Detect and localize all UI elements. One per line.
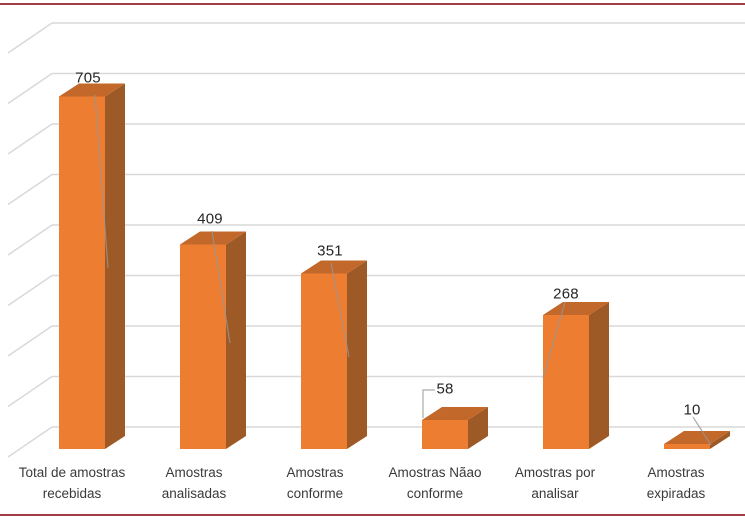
data-label-0: 705 <box>75 69 101 87</box>
category-label-1: Amostras analisadas <box>162 462 227 504</box>
bar-front-face <box>59 96 105 449</box>
bar-side-face <box>710 431 730 449</box>
data-label-5: 10 <box>683 401 701 419</box>
data-label-2: 351 <box>317 242 343 260</box>
bar-top-face <box>664 431 730 444</box>
bar-1 <box>180 231 246 449</box>
bar-side-face <box>105 83 125 449</box>
category-label-2: Amostras conforme <box>286 462 343 504</box>
gridline-diagonal <box>7 325 53 357</box>
category-label-line: Amostras por <box>514 465 596 480</box>
data-label-4: 268 <box>553 285 579 303</box>
category-label-line: conforme <box>406 486 464 501</box>
bar-0 <box>59 83 125 449</box>
top-rule <box>0 3 745 5</box>
category-label-line: Amostras <box>286 465 344 480</box>
bar-front-face <box>543 315 589 449</box>
bar-side-face <box>589 302 609 449</box>
gridline-diagonal <box>7 123 53 155</box>
category-label-line: Amostras <box>647 465 705 480</box>
category-label-3: Amostras Nãao conforme <box>388 462 481 504</box>
gridline-diagonal <box>7 375 53 408</box>
bar-3 <box>422 407 488 449</box>
category-label-line: conforme <box>286 486 344 501</box>
data-label-1: 409 <box>197 210 223 228</box>
bar-side-face <box>468 407 488 449</box>
bar-front-face <box>180 244 226 449</box>
bar-side-face <box>226 231 246 449</box>
category-label-line: Amostras <box>165 465 223 480</box>
bar-front-face <box>301 273 347 449</box>
data-label-leader-line <box>94 94 109 269</box>
gridline-diagonal <box>7 224 53 256</box>
category-label-line: recebidas <box>42 486 102 501</box>
data-label-leader-line <box>542 301 566 379</box>
gridline-diagonal <box>7 426 53 458</box>
bar-front-face <box>664 444 710 449</box>
category-label-5: Amostras expiradas <box>647 462 706 504</box>
bar-top-face <box>59 83 125 97</box>
category-label-4: Amostras por analisar <box>515 462 595 504</box>
gridlines <box>7 22 745 458</box>
category-label-line: expiradas <box>646 486 706 501</box>
gridline-diagonal <box>7 274 53 307</box>
data-label-3: 58 <box>436 380 454 398</box>
data-label-leader-line <box>422 389 435 418</box>
category-label-line: Total de amostras <box>18 465 126 480</box>
bar-2 <box>301 260 367 449</box>
data-label-leader-line <box>330 262 350 358</box>
bar-top-face <box>301 260 367 274</box>
bar-front-face <box>422 420 468 449</box>
category-label-0: Total de amostras recebidas <box>19 462 126 504</box>
category-label-line: Amostras Nãao <box>388 465 482 480</box>
gridline-diagonal <box>7 173 53 206</box>
category-label-line: analisadas <box>161 486 227 501</box>
gridline-diagonal <box>7 72 53 105</box>
data-label-leader-line <box>692 416 712 446</box>
gridline-diagonal <box>7 22 53 54</box>
data-label-leader-line <box>211 230 231 344</box>
category-label-line: analisar <box>531 486 579 501</box>
bottom-rule <box>0 514 745 516</box>
bar-top-face <box>543 302 609 315</box>
bar-top-face <box>422 407 488 420</box>
bar-side-face <box>347 260 367 449</box>
bar-5 <box>664 431 730 449</box>
bar-4 <box>543 302 609 449</box>
